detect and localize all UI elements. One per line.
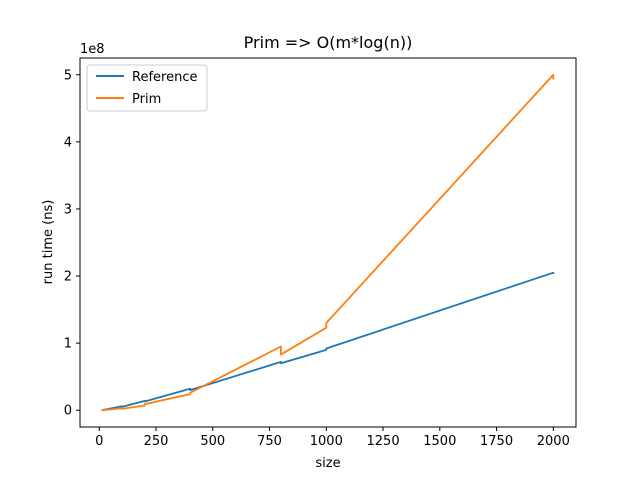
legend: Reference Prim [86, 64, 208, 112]
y-tick-label: 0 [64, 404, 72, 419]
x-tick-label: 1250 [367, 434, 400, 449]
legend-label-prim: Prim [132, 92, 161, 107]
x-tick-label: 750 [257, 434, 282, 449]
x-axis: 0 250 500 750 1000 1250 1500 1750 2000 [95, 427, 570, 449]
x-tick-label: 2000 [537, 434, 570, 449]
x-tick-label: 0 [95, 434, 103, 449]
y-tick-label: 3 [64, 202, 72, 217]
y-offset-label: 1e8 [80, 42, 105, 57]
legend-label-reference: Reference [132, 70, 197, 85]
series-line-reference [101, 271, 555, 412]
y-tick-label: 2 [64, 270, 72, 285]
y-axis: 0 1 2 3 4 5 [64, 68, 80, 419]
x-tick-label: 1750 [480, 434, 513, 449]
x-axis-label: size [315, 456, 340, 471]
plot-frame [79, 57, 577, 428]
chart-title: Prim => O(m*log(n)) [244, 33, 413, 52]
x-tick-label: 1000 [310, 434, 343, 449]
y-tick-label: 4 [64, 135, 72, 150]
x-tick-label: 250 [144, 434, 169, 449]
y-tick-label: 5 [64, 68, 72, 83]
x-tick-label: 1500 [423, 434, 456, 449]
series-layer [101, 73, 555, 412]
y-axis-label: run time (ns) [41, 200, 56, 285]
x-tick-label: 500 [200, 434, 225, 449]
series-line-prim [101, 73, 555, 412]
y-tick-label: 1 [64, 337, 72, 352]
